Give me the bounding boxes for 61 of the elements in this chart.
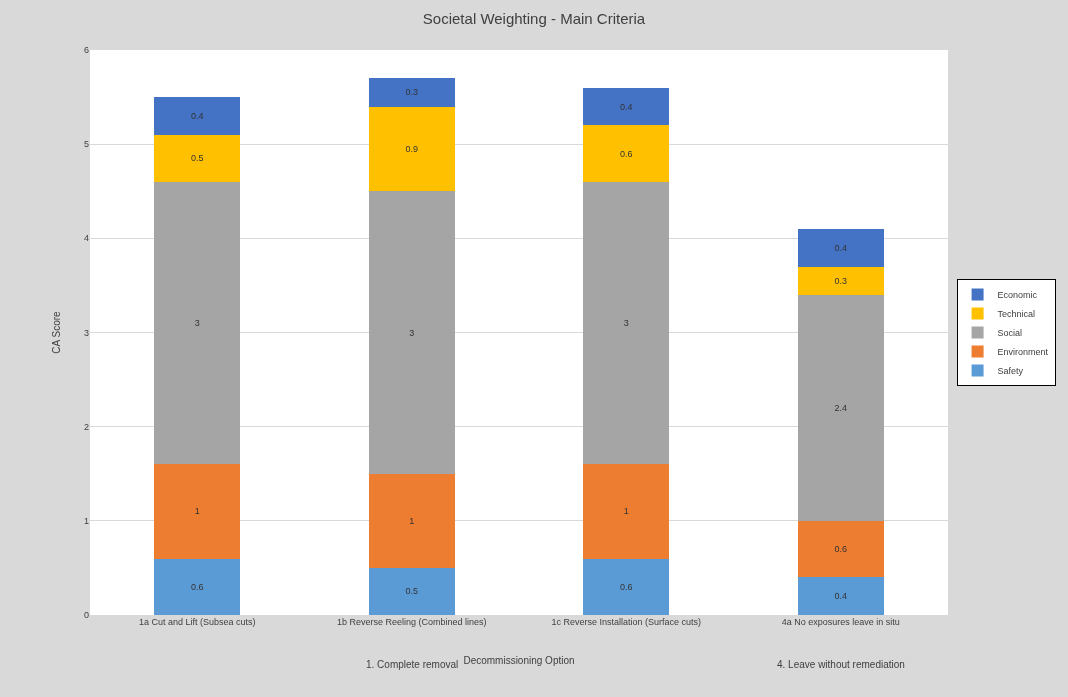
data-label: 0.5 bbox=[405, 586, 419, 597]
chart-title: Societal Weighting - Main Criteria bbox=[422, 10, 646, 28]
legend-label: Safety bbox=[997, 366, 1024, 377]
y-tick-label: 4 bbox=[83, 233, 89, 244]
data-label: 0.6 bbox=[190, 581, 204, 592]
text: 1. Complete removal bbox=[366, 659, 459, 670]
legend-label: Environment bbox=[997, 347, 1049, 358]
data-label: 2.4 bbox=[834, 402, 848, 413]
bar bbox=[583, 125, 670, 182]
y-tick-label: 3 bbox=[83, 327, 89, 338]
bar bbox=[154, 134, 241, 182]
bar bbox=[797, 577, 884, 615]
data-label: 0.5 bbox=[190, 153, 204, 164]
bar bbox=[583, 464, 670, 559]
data-label: 3 bbox=[409, 327, 415, 338]
bar bbox=[583, 87, 670, 126]
bar bbox=[797, 266, 884, 295]
bar bbox=[154, 558, 241, 615]
bar bbox=[583, 181, 670, 465]
legend-label: Economic bbox=[997, 290, 1038, 301]
bar bbox=[154, 97, 241, 135]
data-label: 0.4 bbox=[834, 591, 848, 602]
bar bbox=[583, 558, 670, 615]
bar bbox=[368, 78, 455, 107]
bar bbox=[368, 473, 455, 568]
bar bbox=[368, 106, 455, 192]
text: 4. Leave without remediation bbox=[777, 659, 905, 670]
y-tick-label: 0 bbox=[83, 610, 89, 621]
data-label: 3 bbox=[194, 318, 200, 329]
y-tick-label: 2 bbox=[83, 421, 89, 432]
data-label: 0.6 bbox=[619, 148, 633, 159]
bar bbox=[154, 464, 241, 559]
data-label: 0.4 bbox=[834, 242, 848, 253]
data-label: 1 bbox=[194, 506, 200, 517]
bar bbox=[797, 294, 884, 521]
x-tick-label: 1a Cut and Lift (Subsea cuts) bbox=[138, 617, 256, 627]
legend-label: Social bbox=[997, 328, 1023, 339]
data-label: 0.4 bbox=[619, 101, 633, 112]
x-tick-label: 1b Reverse Reeling (Combined lines) bbox=[336, 617, 487, 627]
bar bbox=[368, 191, 455, 474]
y-tick-label: 1 bbox=[83, 515, 89, 526]
y-tick-label: 6 bbox=[83, 45, 89, 56]
data-label: 0.3 bbox=[834, 275, 848, 286]
data-label: 1 bbox=[623, 506, 629, 517]
bar bbox=[797, 520, 884, 578]
x-tick-label: 1c Reverse Installation (Surface cuts) bbox=[551, 617, 702, 627]
y-axis-title: CA Score bbox=[51, 310, 62, 354]
x-axis-title: Decommissioning Option bbox=[463, 654, 575, 666]
data-label: 0.3 bbox=[405, 87, 419, 98]
y-tick-label: 5 bbox=[83, 139, 89, 150]
data-label: 0.4 bbox=[190, 110, 204, 121]
bar bbox=[368, 567, 455, 615]
legend-label: Technical bbox=[997, 309, 1036, 320]
data-label: 3 bbox=[623, 318, 629, 329]
bar bbox=[797, 228, 884, 267]
x-tick-label: 4a No exposures leave in situ bbox=[781, 617, 900, 627]
data-label: 0.6 bbox=[834, 544, 848, 555]
data-label: 0.9 bbox=[405, 143, 419, 154]
data-label: 0.6 bbox=[619, 581, 633, 592]
data-label: 1 bbox=[409, 515, 415, 526]
bar bbox=[154, 181, 241, 465]
